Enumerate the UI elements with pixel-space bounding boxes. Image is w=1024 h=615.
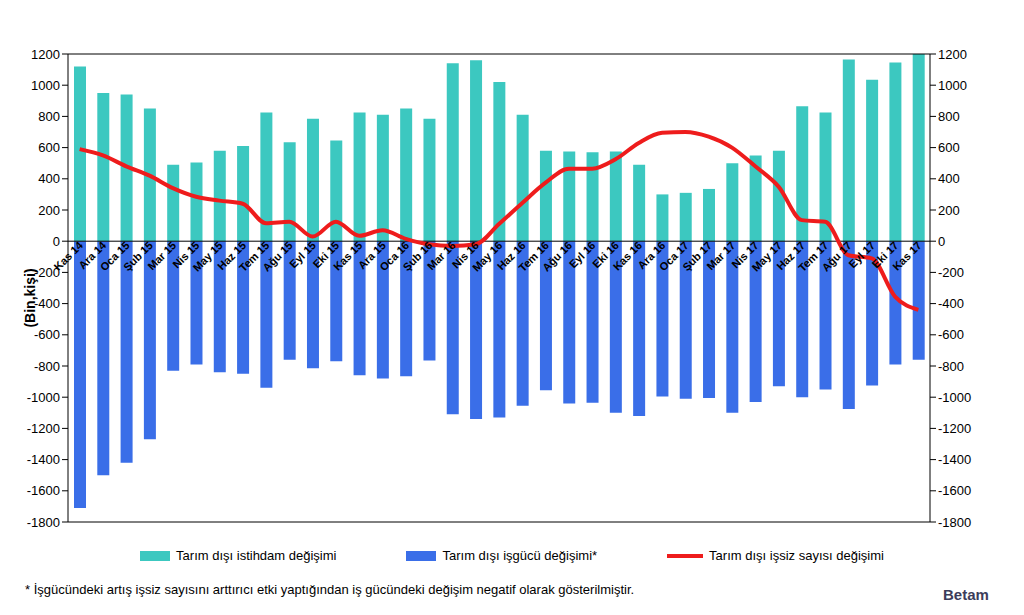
svg-text:-400: -400 xyxy=(34,296,60,312)
svg-text:1200: 1200 xyxy=(31,47,60,62)
svg-text:Ara 16: Ara 16 xyxy=(635,239,668,272)
svg-text:0: 0 xyxy=(938,234,945,249)
svg-text:Şub 15: Şub 15 xyxy=(121,239,155,274)
svg-text:1000: 1000 xyxy=(31,78,60,93)
html-text:Betam: Betam xyxy=(943,586,989,603)
svg-text:Nis 17: Nis 17 xyxy=(729,239,761,271)
svg-text:Eyl 17: Eyl 17 xyxy=(846,239,878,271)
svg-text:-1400: -1400 xyxy=(27,452,60,467)
svg-text:Eki 16: Eki 16 xyxy=(589,239,621,271)
svg-text:Mar 16: Mar 16 xyxy=(425,239,458,272)
svg-text:Kas 16: Kas 16 xyxy=(610,239,645,273)
html-text:Tarım dışı işgücü değişimi*: Tarım dışı işgücü değişimi* xyxy=(442,548,598,563)
svg-text:Ağu 17: Ağu 17 xyxy=(819,239,853,273)
svg-text:1200: 1200 xyxy=(938,47,967,62)
svg-text:Eyl 16: Eyl 16 xyxy=(566,239,598,271)
svg-text:Ara 15: Ara 15 xyxy=(355,239,388,272)
svg-text:-200: -200 xyxy=(938,265,964,280)
html-text:(Bin,kişi): (Bin,kişi) xyxy=(22,268,38,328)
svg-text:600: 600 xyxy=(38,140,60,155)
svg-text:Kas 14: Kas 14 xyxy=(51,239,86,273)
svg-text:Oca 15: Oca 15 xyxy=(97,239,132,274)
svg-text:-1400: -1400 xyxy=(938,452,971,467)
svg-text:-600: -600 xyxy=(938,327,964,342)
svg-text:Eki 17: Eki 17 xyxy=(869,239,901,271)
svg-text:Mar 17: Mar 17 xyxy=(704,239,737,272)
svg-text:-600: -600 xyxy=(34,327,60,342)
svg-text:Tem 17: Tem 17 xyxy=(795,239,831,274)
svg-text:-1600: -1600 xyxy=(27,483,60,498)
svg-text:0: 0 xyxy=(53,234,60,249)
svg-text:Ağu 16: Ağu 16 xyxy=(540,239,574,273)
svg-text:Şub 16: Şub 16 xyxy=(400,239,435,274)
html-text:Tarım dışı istihdam değişimi: Tarım dışı istihdam değişimi xyxy=(176,548,337,563)
svg-text:-1800: -1800 xyxy=(938,515,971,530)
svg-text:May 15: May 15 xyxy=(190,239,225,274)
svg-text:Eyl 15: Eyl 15 xyxy=(287,239,318,271)
svg-text:Nis 16: Nis 16 xyxy=(449,239,482,271)
svg-text:-1000: -1000 xyxy=(27,390,60,405)
svg-text:600: 600 xyxy=(938,140,960,155)
svg-text:-200: -200 xyxy=(34,265,60,280)
svg-text:800: 800 xyxy=(38,109,60,124)
svg-text:May 16: May 16 xyxy=(470,239,505,274)
svg-text:1000: 1000 xyxy=(938,78,967,93)
svg-text:Haz 15: Haz 15 xyxy=(215,239,249,273)
svg-text:Eki 15: Eki 15 xyxy=(310,239,342,271)
svg-text:400: 400 xyxy=(38,171,60,186)
svg-text:200: 200 xyxy=(938,203,960,218)
svg-text:-800: -800 xyxy=(34,359,60,374)
svg-text:-1600: -1600 xyxy=(938,483,971,498)
svg-text:Oca 16: Oca 16 xyxy=(377,239,412,274)
svg-text:-400: -400 xyxy=(938,296,964,311)
svg-text:Haz 17: Haz 17 xyxy=(774,239,808,273)
svg-text:Ağu 15: Ağu 15 xyxy=(260,239,294,273)
svg-text:200: 200 xyxy=(38,203,60,218)
svg-text:-1000: -1000 xyxy=(938,390,971,405)
svg-text:-1200: -1200 xyxy=(938,421,971,436)
svg-text:Haz 16: Haz 16 xyxy=(494,239,528,273)
svg-text:Tem 16: Tem 16 xyxy=(516,239,551,274)
svg-text:Ara 14: Ara 14 xyxy=(76,239,109,272)
svg-text:Oca 17: Oca 17 xyxy=(656,239,691,274)
html-text:Tarım dışı işsiz sayısı değişi: Tarım dışı işsiz sayısı değişimi xyxy=(709,548,884,563)
svg-text:Şub 17: Şub 17 xyxy=(680,239,715,274)
svg-text:400: 400 xyxy=(938,171,960,186)
svg-text:-1200: -1200 xyxy=(27,421,60,436)
svg-text:800: 800 xyxy=(938,109,960,124)
svg-text:-800: -800 xyxy=(938,359,964,374)
html-text:* İşgücündeki artış işsiz sayı: * İşgücündeki artış işsiz sayısını arttı… xyxy=(25,582,635,597)
svg-text:Mar 15: Mar 15 xyxy=(145,239,178,272)
svg-text:Kas 15: Kas 15 xyxy=(331,239,365,273)
svg-text:May 17: May 17 xyxy=(749,239,784,274)
svg-text:Tem 15: Tem 15 xyxy=(236,239,272,274)
svg-text:-1800: -1800 xyxy=(27,515,60,530)
svg-text:Kas 17: Kas 17 xyxy=(890,239,924,273)
svg-text:Nis 15: Nis 15 xyxy=(170,239,202,271)
